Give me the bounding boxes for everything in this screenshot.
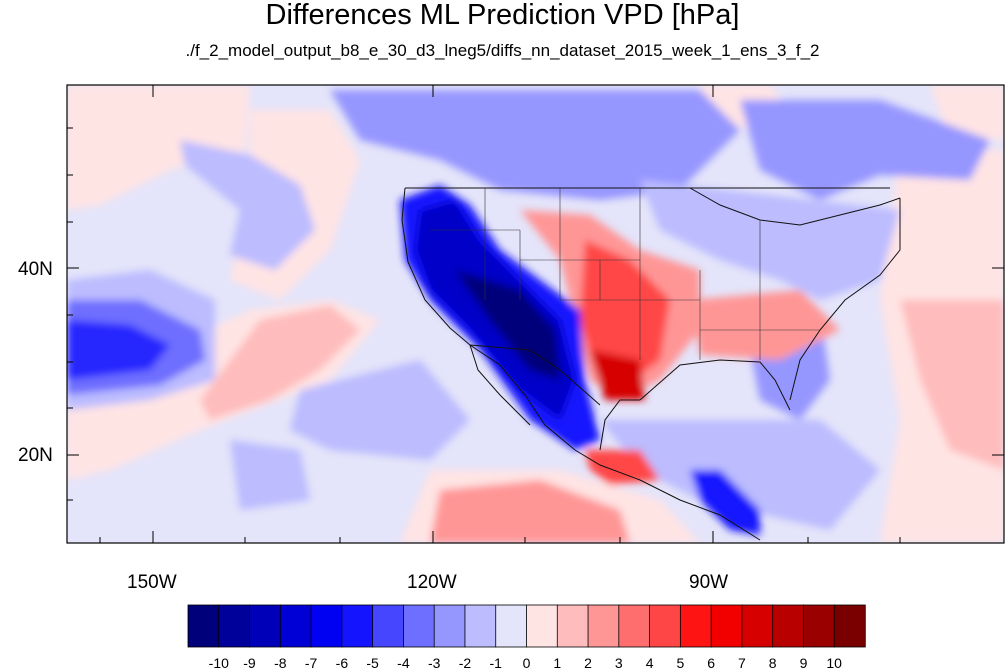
lat-label-40n: 40N (18, 259, 53, 280)
colorbar-swatch (403, 604, 435, 648)
colorbar-tick-label: 3 (614, 655, 623, 671)
colorbar-swatch (310, 604, 343, 648)
colorbar-tick-label: -5 (366, 655, 379, 671)
colorbar-tick-label: -8 (274, 655, 287, 671)
colorbar-tick-label: 1 (553, 655, 562, 671)
lat-label-20n: 20N (18, 445, 53, 466)
colorbar-tick-label: -3 (427, 655, 441, 671)
map-subtitle: ./f_2_model_output_b8_e_30_d3_lneg5/diff… (185, 41, 820, 60)
colorbar-tick-label: 9 (799, 655, 808, 671)
colorbar-swatch (495, 604, 528, 648)
colorbar-swatch (249, 604, 282, 648)
colorbar-tick-label: 7 (737, 655, 746, 671)
colorbar-swatch (803, 604, 835, 648)
colorbar-tick-label: -6 (335, 655, 349, 671)
map-title: Differences ML Prediction VPD [hPa] (265, 0, 740, 31)
colorbar-tick-label: -1 (489, 655, 502, 671)
colorbar-swatch (341, 604, 374, 648)
colorbar-tick-label: 4 (645, 655, 654, 671)
colorbar-tick-label: 2 (584, 655, 592, 671)
colorbar-tick-label: 5 (676, 655, 685, 671)
colorbar-swatch (526, 604, 558, 648)
colorbar-swatch (218, 604, 251, 648)
colorbar-swatch (710, 604, 743, 648)
colorbar-tick-label: -4 (397, 655, 410, 671)
colorbar-swatch (649, 604, 682, 648)
colorbar-swatch (833, 604, 866, 648)
colorbar-swatch (464, 604, 497, 648)
colorbar-tick-label: 10 (826, 655, 842, 671)
colorbar-swatch (679, 604, 712, 648)
colorbar-tick-label: -9 (243, 655, 256, 671)
map-panel (67, 85, 1004, 543)
colorbar-swatch (279, 604, 312, 648)
lon-label-120w: 120W (407, 572, 457, 593)
map-frame (66, 84, 1005, 544)
colorbar (187, 604, 866, 648)
colorbar-tick-label: -7 (304, 655, 318, 671)
colorbar-swatch (187, 604, 220, 648)
colorbar-swatch (741, 604, 774, 648)
colorbar-tick-label: 6 (707, 655, 715, 671)
colorbar-tick-label: 0 (522, 655, 531, 671)
colorbar-swatch (587, 604, 620, 648)
colorbar-swatch (618, 604, 651, 648)
colorbar-tick-label: -2 (458, 655, 472, 671)
colorbar-swatch (556, 604, 589, 648)
lon-label-150w: 150W (127, 572, 177, 593)
colorbar-swatch (372, 604, 405, 648)
lon-label-90w: 90W (689, 572, 729, 593)
colorbar-swatch (433, 604, 466, 648)
colorbar-swatch (772, 604, 805, 648)
colorbar-tick-label: 8 (768, 655, 777, 671)
colorbar-tick-label: -10 (208, 655, 229, 671)
